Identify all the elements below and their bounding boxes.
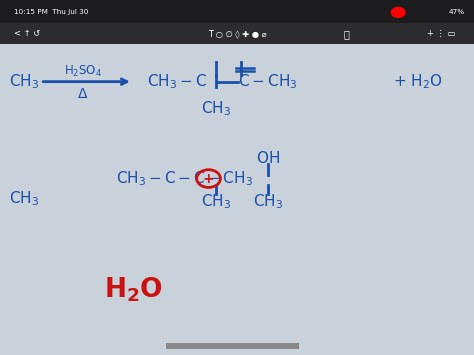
Text: $\mathsf{+ \ H_2O}$: $\mathsf{+ \ H_2O}$ xyxy=(393,72,443,91)
Text: + ⋮ ▭: + ⋮ ▭ xyxy=(427,29,455,38)
Text: $\mathsf{CH_3}$: $\mathsf{CH_3}$ xyxy=(201,192,231,211)
Text: $\mathsf{C-CH_3}$: $\mathsf{C-CH_3}$ xyxy=(238,72,298,91)
Text: $\mathbf{H_2O}$: $\mathbf{H_2O}$ xyxy=(104,275,164,304)
Text: $\mathsf{\Delta}$: $\mathsf{\Delta}$ xyxy=(77,87,89,101)
Circle shape xyxy=(391,7,406,18)
Bar xyxy=(166,343,299,349)
Bar xyxy=(0,23,474,44)
Text: $\mathsf{CH_3}$: $\mathsf{CH_3}$ xyxy=(201,99,231,118)
Text: $\mathsf{CH_3}$: $\mathsf{CH_3}$ xyxy=(9,72,40,91)
Text: $\mathsf{CH_3-C-C-CH_3}$: $\mathsf{CH_3-C-C-CH_3}$ xyxy=(116,169,253,188)
Text: $\mathsf{H_2SO_4}$: $\mathsf{H_2SO_4}$ xyxy=(64,64,102,78)
Text: $\mathsf{CH_3}$: $\mathsf{CH_3}$ xyxy=(253,192,283,211)
Text: $\mathsf{OH}$: $\mathsf{OH}$ xyxy=(256,150,280,166)
Text: T ○ ∅ ◊ ✚ ● ⌀: T ○ ∅ ◊ ✚ ● ⌀ xyxy=(208,29,266,38)
Text: $\mathsf{CH_3-C}$: $\mathsf{CH_3-C}$ xyxy=(147,72,207,91)
Bar xyxy=(0,0,474,23)
Text: 10:15 PM  Thu Jul 30: 10:15 PM Thu Jul 30 xyxy=(14,10,89,15)
Text: $\mathbf{+}$: $\mathbf{+}$ xyxy=(202,171,215,186)
Text: < ↑ ↺: < ↑ ↺ xyxy=(14,29,40,38)
Text: 47%: 47% xyxy=(448,10,465,15)
Text: 🎤: 🎤 xyxy=(343,29,349,39)
Text: $\mathsf{CH_3}$: $\mathsf{CH_3}$ xyxy=(9,190,40,208)
